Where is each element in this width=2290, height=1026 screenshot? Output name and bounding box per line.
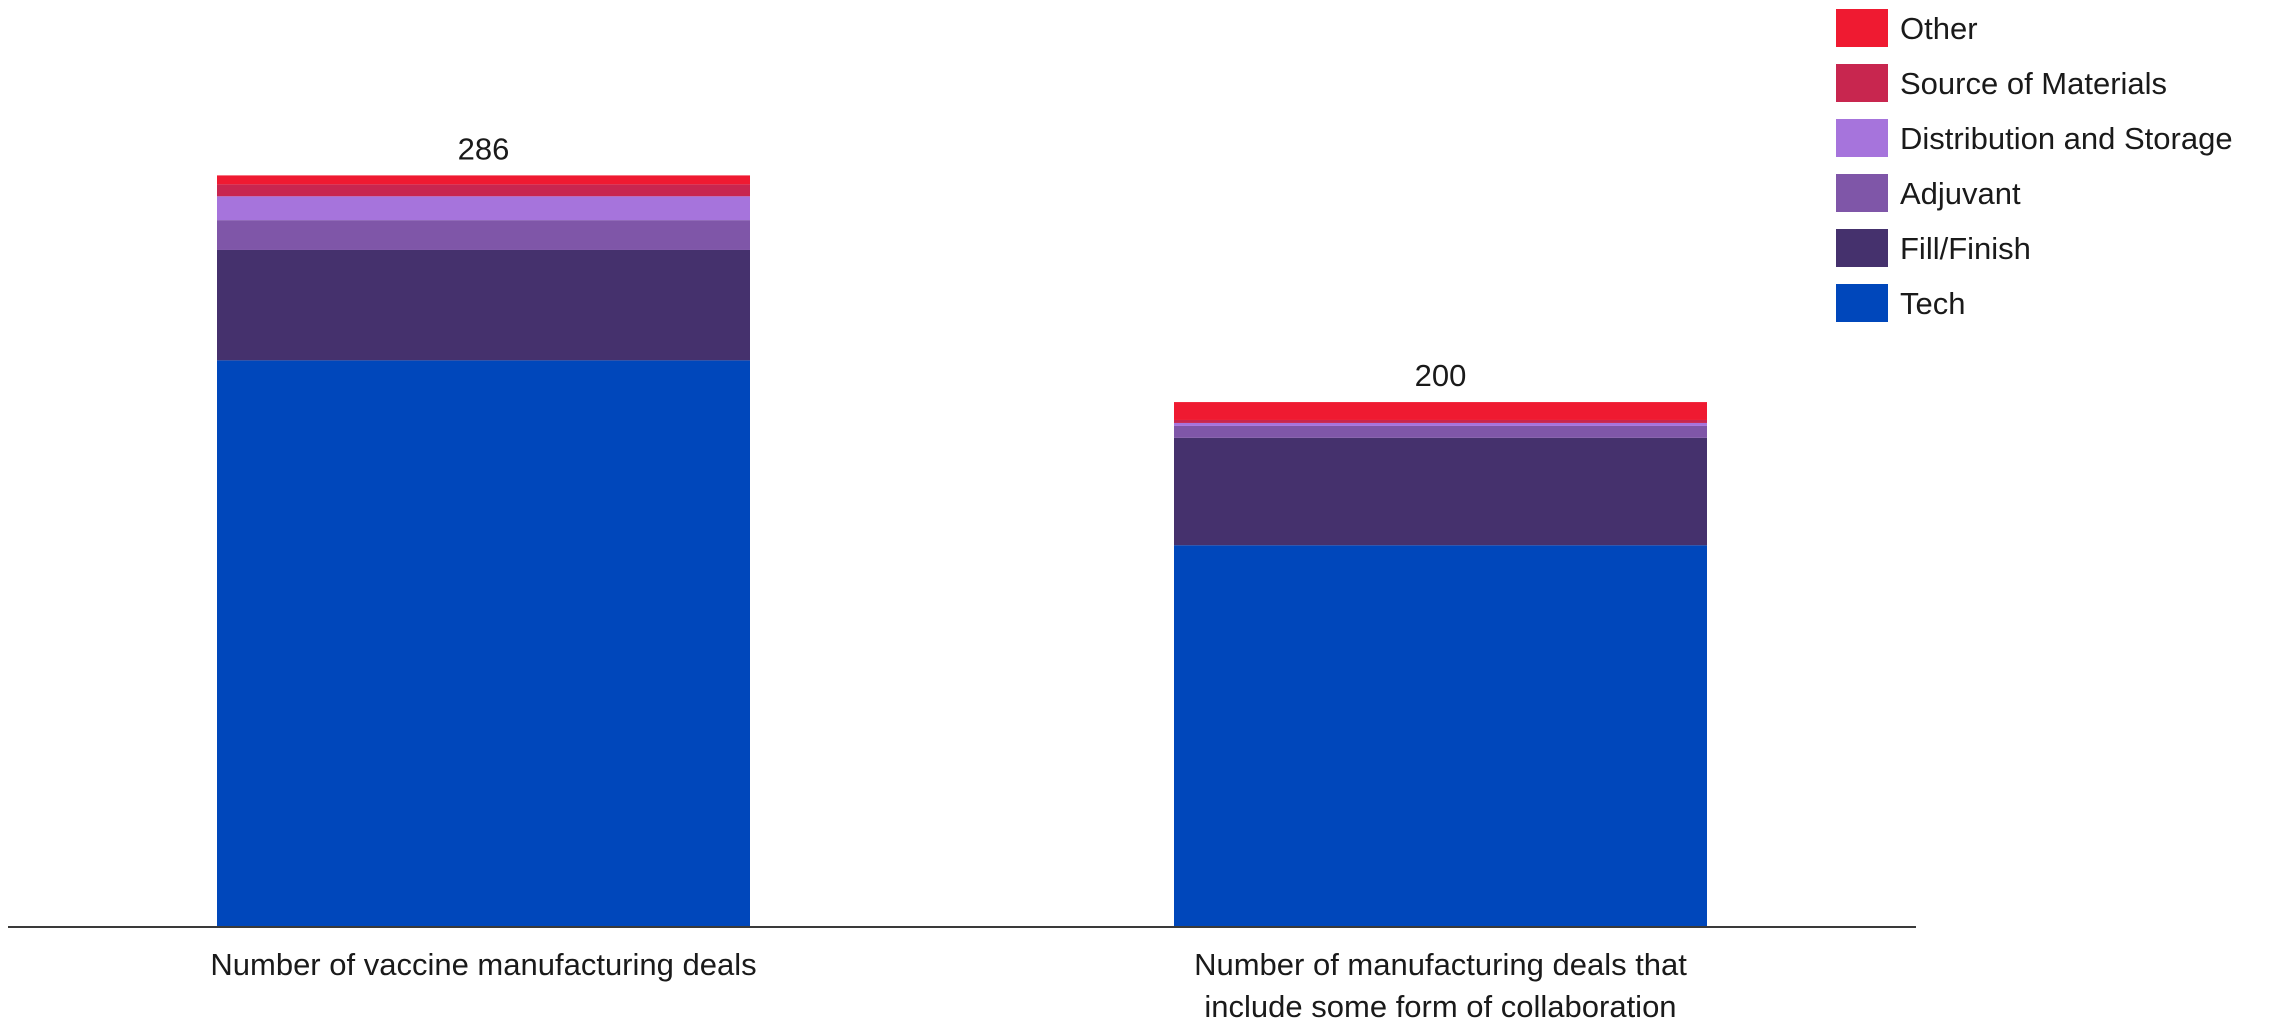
bar-segment-distribution-and-storage	[1174, 422, 1707, 426]
bars-layer	[217, 175, 1707, 928]
bar-segment-tech	[217, 360, 750, 928]
legend-swatch-fill-finish	[1836, 229, 1888, 267]
bar-total-label: 200	[1415, 358, 1467, 393]
legend: Other Source of Materials Distribution and…	[1836, 9, 2233, 322]
bar-segment-fill-finish	[217, 249, 750, 361]
bar-segment-adjuvant	[217, 220, 750, 250]
legend-swatch-other	[1836, 9, 1888, 47]
legend-label-source-of-materials: Source of Materials	[1900, 66, 2167, 101]
bar-segment-tech	[1174, 545, 1707, 927]
legend-label-fill-finish: Fill/Finish	[1900, 231, 2031, 266]
x-tick-label: include some form of collaboration	[1204, 989, 1676, 1021]
legend-swatch-source-of-materials	[1836, 64, 1888, 102]
legend-swatch-tech	[1836, 284, 1888, 322]
legend-label-distribution-and-storage: Distribution and Storage	[1900, 121, 2233, 156]
legend-label-other: Other	[1900, 11, 1978, 46]
bar-segment-other	[217, 175, 750, 185]
x-tick-label: Number of manufacturing deals that	[1194, 947, 1687, 982]
x-tick-label: Number of vaccine manufacturing deals	[210, 947, 756, 982]
bar-segment-distribution-and-storage	[217, 196, 750, 221]
labels-layer: 286 Number of vaccine manufacturing deals…	[210, 131, 1687, 1024]
legend-label-tech: Tech	[1900, 286, 1965, 321]
bar-segment-adjuvant	[1174, 425, 1707, 438]
bar-segment-other	[1174, 402, 1707, 420]
bar-total-label: 286	[458, 131, 510, 166]
bar-segment-fill-finish	[1174, 437, 1707, 546]
legend-swatch-adjuvant	[1836, 174, 1888, 212]
legend-swatch-distribution-and-storage	[1836, 119, 1888, 157]
bar-segment-source-of-materials	[1174, 419, 1707, 423]
legend-label-adjuvant: Adjuvant	[1900, 176, 2021, 211]
bar-segment-source-of-materials	[217, 184, 750, 197]
